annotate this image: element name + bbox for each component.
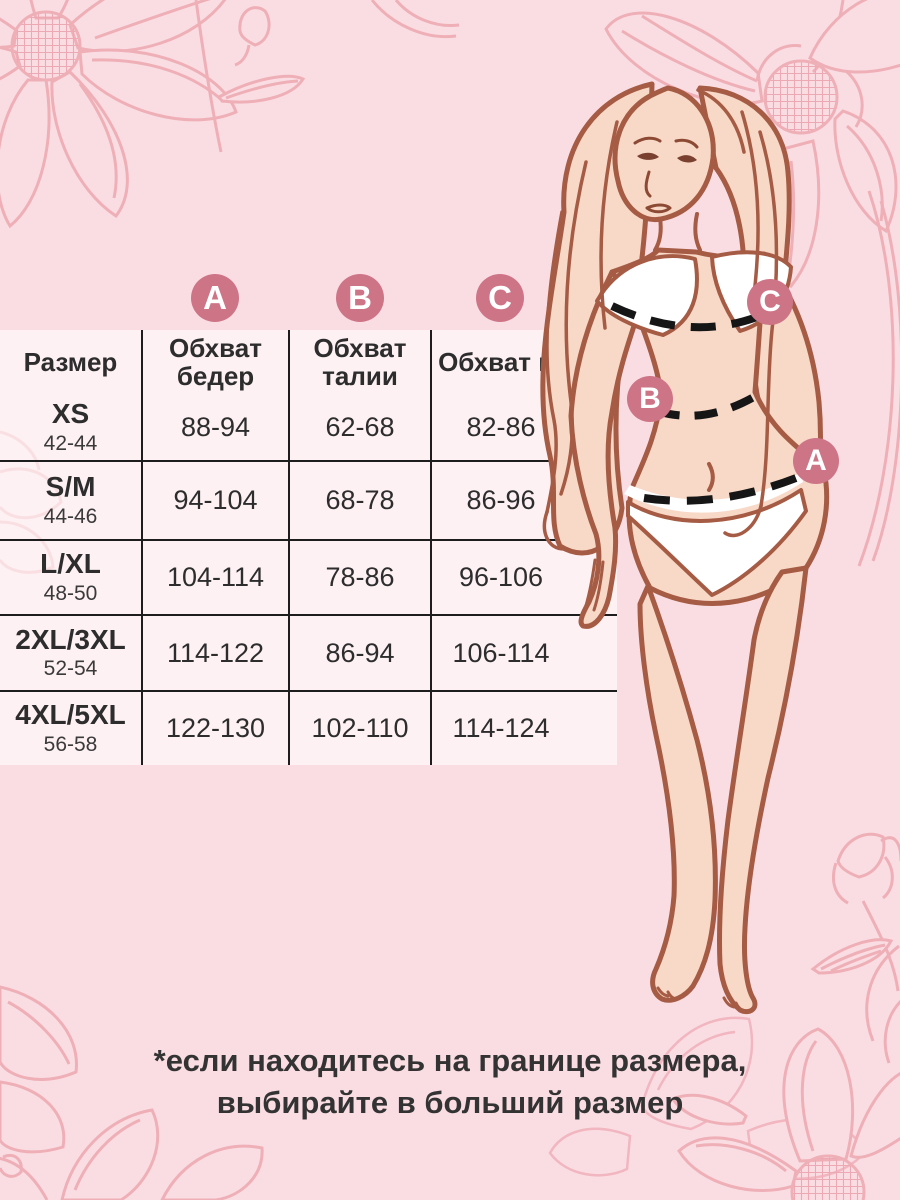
size-note: *если находитесь на границе размера, выб… <box>0 1040 900 1124</box>
hips-value: 88-94 <box>143 395 290 460</box>
size-name: 2XL/3XL <box>15 623 126 655</box>
col-header-bust: Обхват груди <box>438 346 611 377</box>
col-header-size: Размер <box>0 330 143 395</box>
bust-value: 86-96 <box>432 460 617 539</box>
hips-value: 104-114 <box>143 539 290 614</box>
bust-value: 106-114 <box>432 614 617 690</box>
hips-value: 114-122 <box>143 614 290 690</box>
column-marker-c-icon: C <box>476 274 524 322</box>
waist-value: 86-94 <box>290 614 432 690</box>
size-ru: 48-50 <box>43 581 98 605</box>
figure-marker-hips-icon: A <box>793 438 839 484</box>
bust-value: 82-86 <box>466 412 536 442</box>
hips-value: 122-130 <box>143 690 290 765</box>
size-ru: 42-44 <box>43 431 98 455</box>
note-line-1: *если находитесь на границе размера, <box>153 1043 747 1078</box>
figure-marker-waist-icon: B <box>627 376 673 422</box>
size-cell: L/XL 48-50 <box>0 539 143 614</box>
size-cell: XS 42-44 <box>0 395 143 460</box>
bust-value: 114-124 <box>432 690 617 765</box>
size-ru: 52-54 <box>43 657 98 681</box>
waist-value: 102-110 <box>290 690 432 765</box>
size-cell: S/M 44-46 <box>0 460 143 539</box>
size-name: 4XL/5XL <box>15 699 126 731</box>
col-header-waist: Обхват талии <box>290 330 432 395</box>
waist-value: 62-68 <box>290 395 432 460</box>
col-header-hips: Обхват бедер <box>143 330 290 395</box>
waist-value: 78-86 <box>290 539 432 614</box>
size-ru: 56-58 <box>43 732 98 756</box>
size-name: S/M <box>45 471 96 503</box>
size-name: L/XL <box>40 548 101 580</box>
note-line-2: выбирайте в больший размер <box>216 1085 684 1121</box>
hips-value: 94-104 <box>143 460 290 539</box>
size-ru: 44-46 <box>43 504 98 528</box>
column-marker-a-icon: A <box>191 274 239 322</box>
bust-value: 96-106 <box>432 539 617 614</box>
size-cell: 2XL/3XL 52-54 <box>0 614 143 690</box>
size-cell: 4XL/5XL 56-58 <box>0 690 143 765</box>
size-table: Размер Обхват бедер Обхват талии Обхват … <box>0 330 617 765</box>
column-marker-b-icon: B <box>336 274 384 322</box>
size-name: XS <box>51 398 90 430</box>
waist-value: 68-78 <box>290 460 432 539</box>
figure-marker-bust-icon: C <box>747 279 793 325</box>
